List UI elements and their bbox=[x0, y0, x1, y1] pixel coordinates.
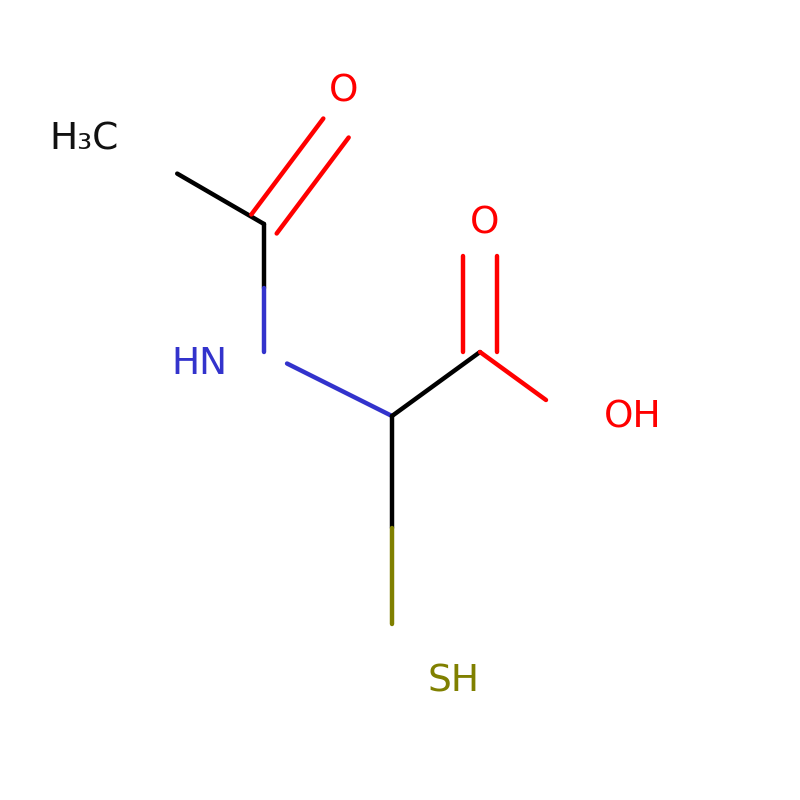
Text: OH: OH bbox=[604, 400, 662, 435]
Text: SH: SH bbox=[428, 664, 480, 699]
Text: O: O bbox=[470, 206, 499, 242]
Text: HN: HN bbox=[172, 346, 228, 382]
Text: H₃C: H₃C bbox=[50, 122, 118, 158]
Text: O: O bbox=[330, 74, 358, 110]
